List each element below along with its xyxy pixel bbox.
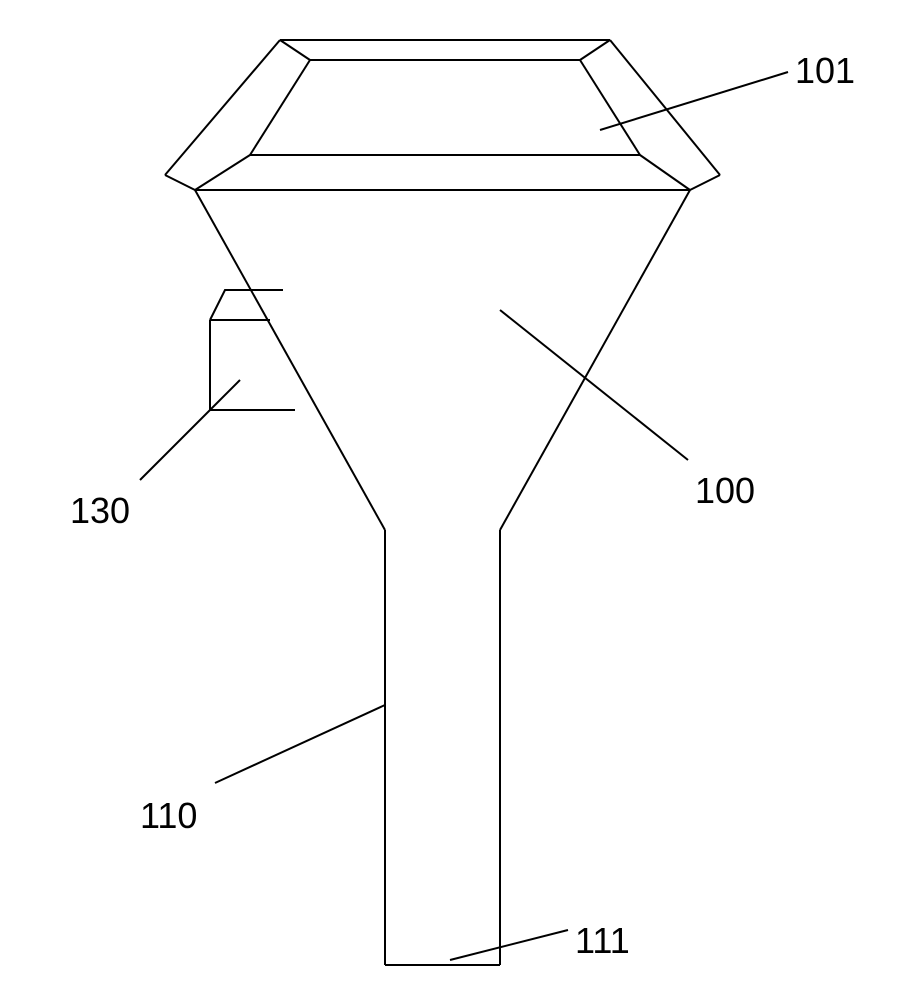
label-100: 100 <box>695 470 755 512</box>
label-111: 111 <box>575 920 630 962</box>
funnel-diagram <box>0 0 897 1000</box>
label-110: 110 <box>140 795 197 837</box>
label-130: 130 <box>70 490 130 532</box>
label-101: 101 <box>795 50 855 92</box>
